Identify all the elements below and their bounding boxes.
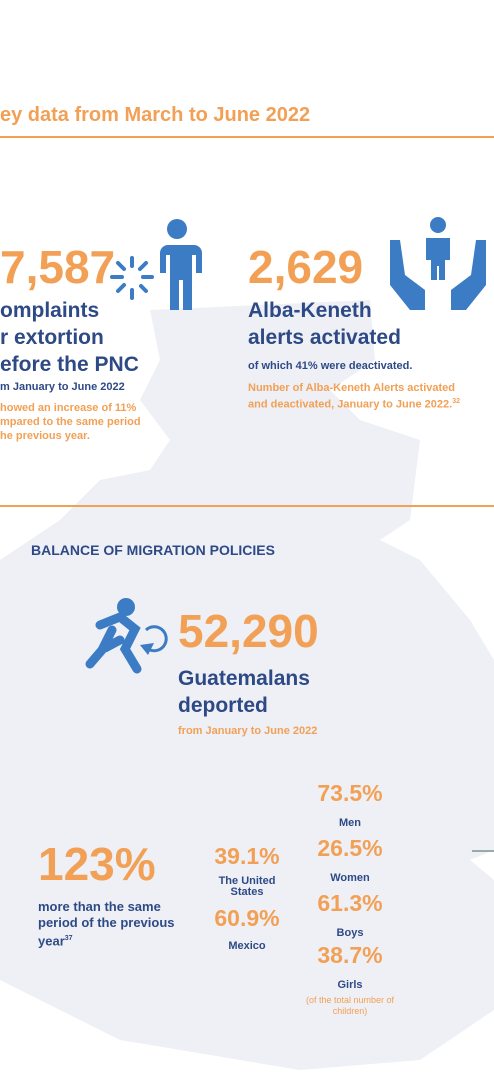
alerts-detail: of which 41% were deactivated.: [248, 360, 413, 372]
deported-number: 52,290: [178, 605, 319, 657]
country-mexico: 60.9% Mexico: [205, 905, 289, 952]
text-line: Guatemalans: [178, 667, 310, 690]
extortion-note: howed an increase of 11% mpared to the s…: [0, 401, 141, 443]
alerts-note: Number of Alba-Keneth Alerts activated a…: [248, 381, 460, 412]
text-line: howed an increase of 11%: [0, 402, 137, 414]
footnote: 37: [64, 935, 73, 942]
text: and deactivated, January to June 2022.: [248, 398, 453, 411]
country-label: The United States: [218, 875, 276, 898]
demo-girls: 38.7% Girls: [300, 942, 400, 991]
increase-text: more than the same period of the previou…: [38, 899, 175, 949]
deported-text: Guatemalans deported: [178, 665, 310, 719]
person-icon: [160, 219, 202, 310]
alerts-text: Alba-Keneth alerts activated: [248, 297, 401, 351]
text-line: he previous year.: [0, 430, 90, 442]
alerts-number: 2,629: [248, 241, 364, 293]
country-value: 39.1%: [214, 843, 280, 869]
demo-note: (of the total number of children): [305, 995, 395, 1016]
section-heading: BALANCE OF MIGRATION POLICIES: [31, 542, 275, 558]
text-line: alerts activated: [248, 326, 401, 349]
demo-value: 26.5%: [317, 835, 383, 861]
text-line: mpared to the same period: [0, 416, 141, 428]
text-line: Alba-Keneth: [248, 299, 372, 322]
demo-women: 26.5% Women: [300, 835, 400, 884]
text-line: year37: [38, 931, 175, 949]
text-line: omplaints: [0, 299, 100, 322]
text-line: r extortion: [0, 326, 104, 349]
deported-period: from January to June 2022: [178, 725, 318, 737]
demo-label: Boys: [336, 927, 364, 939]
demo-label: Men: [339, 817, 361, 829]
demo-label: Women: [330, 872, 370, 884]
country-value: 60.9%: [214, 905, 280, 931]
text-line: Number of Alba-Keneth Alerts activated: [248, 382, 456, 394]
text: year: [38, 933, 65, 949]
demo-value: 61.3%: [317, 890, 383, 916]
demo-boys: 61.3% Boys: [300, 890, 400, 939]
burst-icon: [110, 256, 154, 300]
map-shape: [0, 300, 494, 1070]
country-us: 39.1% The United States: [205, 843, 289, 898]
country-label: Mexico: [228, 940, 266, 952]
extortion-text: omplaints r extortion efore the PNC: [0, 297, 139, 378]
text-line: efore the PNC: [0, 353, 139, 376]
demo-value: 73.5%: [317, 780, 383, 806]
extortion-period: m January to June 2022: [0, 381, 125, 393]
text-line: and deactivated, January to June 2022.32: [248, 395, 460, 412]
extortion-number: 7,587: [0, 241, 116, 293]
demo-label: Girls: [337, 979, 363, 991]
deported-icon: [85, 598, 168, 674]
text-line: deported: [178, 694, 268, 717]
text-line: period of the previous: [38, 915, 175, 930]
footnote: 32: [452, 398, 460, 405]
hands-icon: [390, 217, 486, 310]
header-title: ey data from March to June 2022: [0, 104, 311, 126]
demo-men: 73.5% Men: [300, 780, 400, 829]
increase-value: 123%: [38, 838, 156, 890]
demo-value: 38.7%: [317, 942, 383, 968]
text-line: more than the same: [38, 899, 161, 914]
